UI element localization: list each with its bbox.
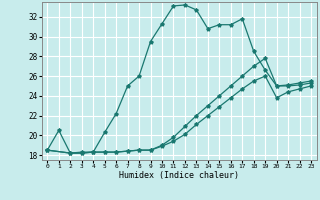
X-axis label: Humidex (Indice chaleur): Humidex (Indice chaleur) <box>119 171 239 180</box>
